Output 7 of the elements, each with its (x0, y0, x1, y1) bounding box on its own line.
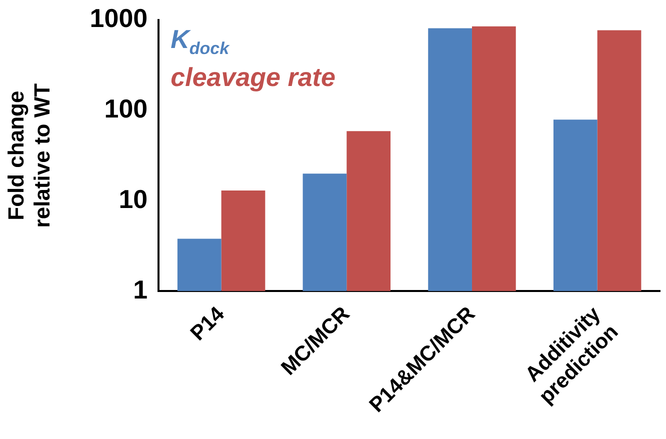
y-tick-label: 10 (118, 184, 148, 214)
y-tick-label: 1 (133, 274, 148, 304)
y-tick-label: 100 (104, 94, 148, 124)
x-tick-label: P14 (186, 302, 230, 346)
y-tick-label: 1000 (90, 3, 148, 34)
y-axis-title: Fold change relative to WT (3, 82, 55, 228)
series-label: cleavage rate (170, 62, 336, 92)
